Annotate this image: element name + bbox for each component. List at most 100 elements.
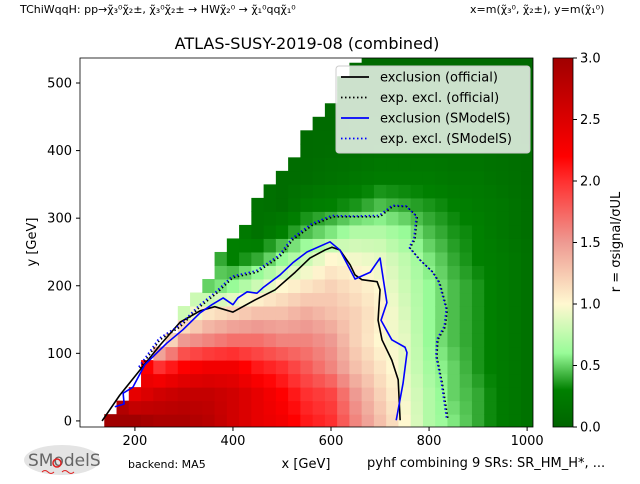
heatmap-cell: [386, 278, 399, 294]
heatmap-cell: [214, 373, 228, 388]
heatmap-cell: [288, 211, 301, 226]
heatmap-cell: [349, 360, 363, 375]
heatmap-cell: [496, 346, 510, 361]
heatmap-cell: [484, 387, 497, 402]
heatmap-cell: [324, 292, 338, 307]
colorbar-tick-label: 2.5: [580, 113, 601, 128]
heatmap-cell: [484, 251, 497, 266]
heatmap-cell: [496, 414, 510, 427]
colorbar-gradient: [552, 57, 574, 428]
heatmap-cell: [471, 157, 485, 172]
heatmap-cell: [398, 157, 412, 172]
heatmap-cell: [251, 333, 265, 348]
heatmap-cell: [239, 306, 252, 321]
heatmap-cell: [520, 387, 533, 402]
heatmap-cell: [263, 224, 277, 239]
heatmap-cell: [275, 224, 289, 239]
legend-entry: exclusion (SModelS): [380, 112, 511, 127]
heatmap-cell: [422, 278, 436, 294]
heatmap-cell: [337, 238, 350, 253]
heatmap-cell: [520, 414, 533, 427]
heatmap-cell: [337, 157, 350, 172]
heatmap-cell: [398, 265, 412, 280]
heatmap-cell: [239, 238, 252, 253]
heatmap-cell: [422, 265, 436, 280]
heatmap-cell: [312, 184, 326, 199]
heatmap-cell: [520, 211, 533, 226]
heatmap-cell: [337, 400, 350, 415]
heatmap-cell: [422, 292, 436, 307]
heatmap-cell: [288, 360, 301, 375]
heatmap-cell: [177, 360, 191, 375]
heatmap-cell: [471, 278, 485, 294]
heatmap-cell: [153, 360, 167, 375]
heatmap-cell: [471, 292, 485, 307]
heatmap-cell: [226, 319, 240, 334]
heatmap-cell: [288, 224, 301, 239]
heatmap-cell: [398, 211, 412, 226]
heatmap-cell: [496, 224, 510, 239]
heatmap-cell: [312, 130, 326, 145]
colorbar: 0.0 0.5 1.0 1.5 2.0 2.5 3.0 r = σsignal/σUL: [552, 52, 624, 436]
heatmap-cell: [226, 265, 240, 280]
heatmap-cell: [459, 292, 473, 307]
heatmap-cell: [508, 319, 522, 334]
heatmap-cell: [300, 414, 314, 427]
heatmap-cell: [361, 238, 375, 253]
heatmap-cell: [471, 184, 485, 199]
heatmap-cell: [239, 414, 252, 427]
heatmap-cell: [386, 157, 399, 172]
heatmap-cell: [410, 157, 424, 172]
heatmap-cell: [398, 400, 412, 415]
heatmap-cell: [288, 319, 301, 334]
heatmap-cell: [239, 360, 252, 375]
heatmap-cell: [386, 184, 399, 199]
heatmap-cell: [337, 414, 350, 427]
heatmap-cell: [484, 265, 497, 280]
heatmap-cell: [165, 360, 179, 375]
heatmap-cell: [337, 360, 350, 375]
heatmap-cell: [251, 306, 265, 321]
heatmap-cell: [410, 387, 424, 402]
heatmap-cell: [361, 400, 375, 415]
x-tick-label: 200: [122, 434, 147, 449]
heatmap-cell: [361, 333, 375, 348]
heatmap-cell: [496, 319, 510, 334]
heatmap-cell: [153, 400, 167, 415]
heatmap-cell: [496, 292, 510, 307]
heatmap-cell: [398, 224, 412, 239]
heatmap-cell: [435, 184, 448, 199]
heatmap-cell: [251, 251, 265, 266]
heatmap-cell: [386, 265, 399, 280]
heatmap-cell: [288, 373, 301, 388]
heatmap-cell: [312, 116, 326, 131]
heatmap-cell: [239, 387, 252, 402]
heatmap-cell: [496, 170, 510, 185]
heatmap-cell: [312, 400, 326, 415]
heatmap-cell: [324, 157, 338, 172]
heatmap-cell: [422, 360, 436, 375]
heatmap-cell: [288, 400, 301, 415]
heatmap-cell: [300, 360, 314, 375]
heatmap-cell: [386, 211, 399, 226]
heatmap-cell: [275, 170, 289, 185]
heatmap-cell: [386, 387, 399, 402]
heatmap-cell: [312, 373, 326, 388]
heatmap-cell: [226, 346, 240, 361]
heatmap-cell: [116, 400, 130, 415]
heatmap-cell: [435, 278, 448, 294]
heatmap-cell: [361, 373, 375, 388]
legend-entry: exclusion (official): [380, 71, 498, 86]
heatmap-cell: [165, 373, 179, 388]
heatmap-cell: [508, 211, 522, 226]
heatmap-cell: [520, 224, 533, 239]
heatmap-cell: [447, 238, 461, 253]
plot-frame: [79, 57, 534, 428]
heatmap-cell: [373, 58, 387, 64]
heatmap-cell: [422, 157, 436, 172]
heatmap-cell: [202, 333, 216, 348]
heatmap-cell: [398, 292, 412, 307]
heatmap-cell: [484, 292, 497, 307]
heatmap-cell: [165, 400, 179, 415]
heatmap-cell: [373, 360, 387, 375]
